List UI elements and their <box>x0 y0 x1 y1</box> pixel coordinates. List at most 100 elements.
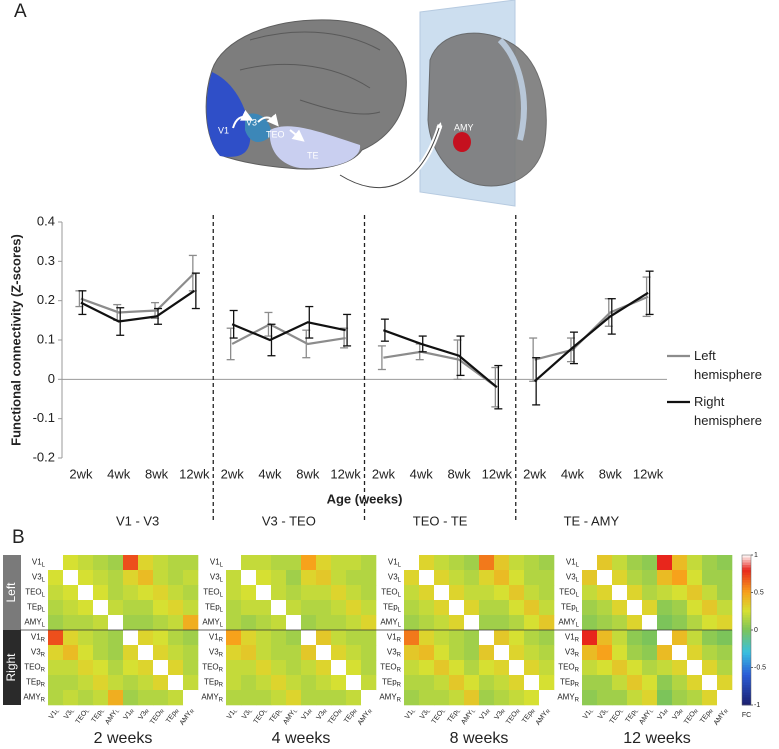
matrix-label: TEOL <box>381 588 401 598</box>
heatmap-cell <box>346 660 362 676</box>
heatmap-cell <box>153 660 169 676</box>
heatmap-cell <box>286 585 302 601</box>
panel-label: TE - AMY <box>564 513 620 528</box>
heatmap-cell <box>316 615 332 631</box>
heatmap-cell <box>687 555 703 571</box>
label-side: L <box>70 708 77 714</box>
heatmap-cell <box>78 555 94 571</box>
label-name: AMY <box>380 618 398 627</box>
colorbar-step <box>742 605 751 608</box>
heatmap-cell <box>524 570 540 586</box>
colorbar-step <box>742 570 751 573</box>
heatmap-cell <box>138 645 154 661</box>
heatmap-cell <box>301 555 317 571</box>
heatmap-cell <box>657 630 673 646</box>
x-tick-label: 8wk <box>296 466 320 481</box>
heatmap-cell <box>612 570 628 586</box>
heatmap-cell <box>524 600 540 616</box>
heatmap-cell <box>153 600 169 616</box>
heatmap-cell <box>78 690 94 706</box>
label-side: L <box>576 607 580 613</box>
heatmap-cell <box>286 615 302 631</box>
colorbar-step <box>742 657 751 661</box>
heatmap-cell <box>509 555 525 571</box>
heatmap-cell <box>168 615 184 631</box>
heatmap-cell <box>702 675 718 691</box>
region-label: AMY <box>454 122 474 132</box>
heatmap-cell <box>494 630 510 646</box>
heatmap-cell <box>419 645 435 661</box>
heatmap-cell <box>138 600 154 616</box>
heatmap-cell <box>464 615 480 631</box>
heatmap-cell <box>509 675 525 691</box>
heatmap-cell <box>63 585 79 601</box>
heatmap-cell <box>687 630 703 646</box>
heatmap-cell <box>494 585 510 601</box>
error-bar <box>645 270 654 316</box>
matrix-label: V1R <box>31 633 46 643</box>
heatmap-cell <box>108 645 124 661</box>
heatmap-cell <box>138 675 154 691</box>
heatmap-cell <box>642 555 658 571</box>
panel-label: B <box>12 527 25 548</box>
heatmap-cell <box>672 660 688 676</box>
error-bar <box>154 307 163 325</box>
heatmap-cell <box>672 585 688 601</box>
x-tick-label: 8wk <box>599 466 623 481</box>
heatmap-cell <box>138 585 154 601</box>
heatmap-cell <box>123 660 139 676</box>
heatmap-cell <box>597 615 613 631</box>
heatmap-cell <box>657 690 673 706</box>
heatmap-cell <box>717 570 733 586</box>
legend-label: Left hemisphere <box>694 348 762 382</box>
heatmap-cell <box>286 660 302 676</box>
label-side: R <box>41 637 46 643</box>
label-side: L <box>634 708 641 714</box>
error-bar <box>78 290 87 316</box>
heatmap-cell <box>597 585 613 601</box>
heatmap-cell <box>657 555 673 571</box>
heatmap-cell <box>717 600 733 616</box>
heatmap-cell <box>256 660 272 676</box>
colorbar-step <box>742 610 751 613</box>
colorbar-step <box>742 562 751 566</box>
heatmap-cell <box>524 660 540 676</box>
label-side: R <box>663 708 670 715</box>
heatmap-cell <box>316 660 332 676</box>
matrix-label: V3R <box>493 707 507 722</box>
label-name: V1 <box>226 709 237 720</box>
x-tick-label: 12wk <box>482 466 513 481</box>
heatmap-cell <box>464 690 480 706</box>
heatmap-cell <box>93 660 109 676</box>
heatmap-cell <box>672 690 688 706</box>
heatmap-cell <box>331 615 347 631</box>
colorbar-step <box>742 630 751 633</box>
heatmap-cell <box>464 555 480 571</box>
colorbar-step <box>742 572 751 576</box>
matrix-label: TEOR <box>327 707 344 727</box>
heatmap-cell <box>687 690 703 706</box>
heatmap-cell <box>153 615 169 631</box>
heatmap-cell <box>271 630 287 646</box>
matrix-label: V1R <box>565 633 580 643</box>
label-side: R <box>530 708 537 715</box>
heatmap-cell <box>48 555 64 571</box>
heatmap-cell <box>627 570 643 586</box>
label-side: L <box>220 562 224 568</box>
heatmap-cell <box>48 675 64 691</box>
heatmap-cell <box>78 660 94 676</box>
heatmap-cell <box>123 690 139 706</box>
heatmap-cell <box>702 615 718 631</box>
heatmap-cell <box>524 690 540 706</box>
heatmap-cell <box>241 675 257 691</box>
heatmap-cell <box>449 660 465 676</box>
matrix-label: V3R <box>209 648 224 658</box>
matrix-label: V1R <box>656 707 670 722</box>
heatmap-cell <box>539 630 555 646</box>
label-side: L <box>456 708 463 714</box>
heatmap-cell <box>286 645 302 661</box>
label-side: R <box>41 682 46 688</box>
heatmap-cell <box>597 675 613 691</box>
heatmap-cell <box>108 585 124 601</box>
error-bar <box>532 357 541 406</box>
